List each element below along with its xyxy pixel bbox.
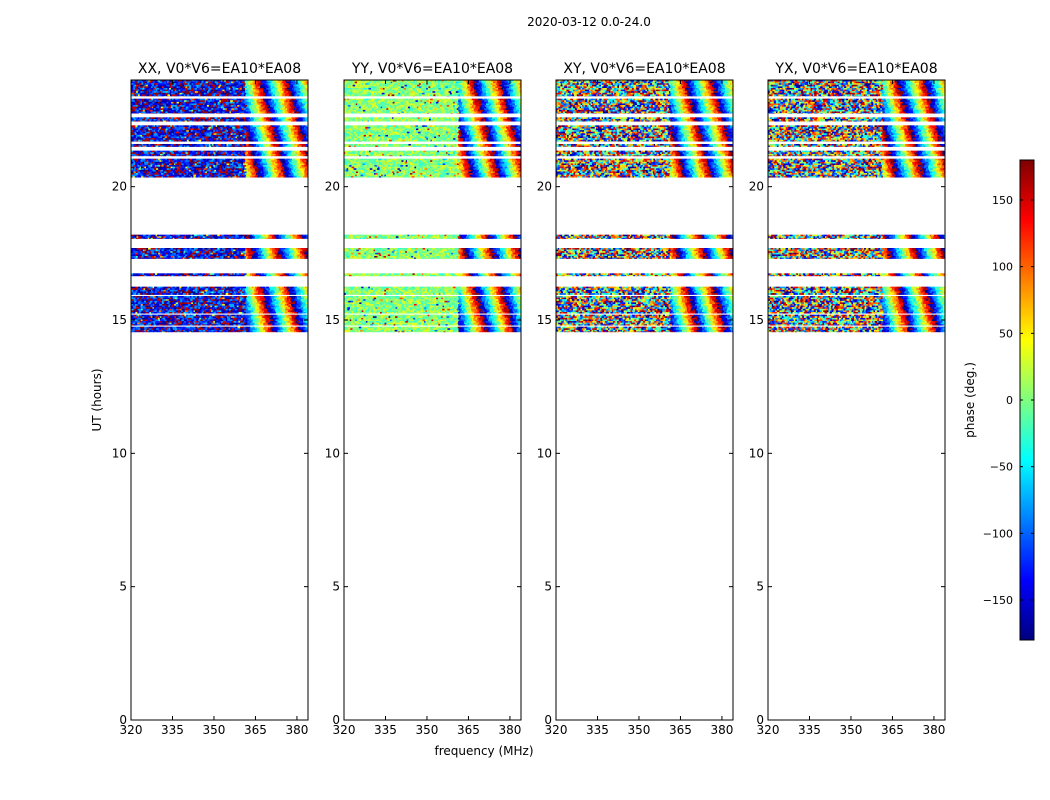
x-tick-label: 380 (285, 723, 308, 737)
x-tick-label: 320 (333, 723, 356, 737)
x-axis-label: frequency (MHz) (434, 744, 533, 758)
panel-4: YX, V0*V6=EA10*EA08 320 335 350 365 380 0 5 10 15… (749, 61, 946, 737)
colorbar-tick-label: −50 (990, 461, 1013, 474)
y-tick-label: 15 (325, 313, 340, 327)
colorbar-tick-label: 150 (992, 194, 1013, 207)
x-tick-label: 320 (120, 723, 143, 737)
x-tick-label: 365 (669, 723, 692, 737)
y-tick-label: 0 (544, 713, 552, 727)
x-tick-label: 350 (203, 723, 226, 737)
y-tick-label: 15 (537, 313, 552, 327)
x-tick-label: 350 (840, 723, 863, 737)
x-tick-label: 335 (798, 723, 821, 737)
y-tick-label: 20 (537, 180, 552, 194)
x-tick-label: 350 (416, 723, 439, 737)
colorbar-tick-label: 0 (1006, 394, 1013, 407)
panel-3: XY, V0*V6=EA10*EA08 320 335 350 365 380 0 5 10 15… (537, 61, 734, 737)
axes-frame (130, 79, 309, 721)
x-tick-label: 365 (881, 723, 904, 737)
y-tick-label: 15 (749, 313, 764, 327)
y-tick-label: 0 (756, 713, 764, 727)
phase-image (556, 80, 734, 333)
x-tick-label: 335 (586, 723, 609, 737)
panel-2: YY, V0*V6=EA10*EA08 320 335 350 365 380 0 5 10 15… (325, 61, 522, 737)
y-tick-label: 15 (112, 313, 127, 327)
figure-suptitle: 2020-03-12 0.0-24.0 (527, 15, 651, 29)
y-tick-label: 20 (749, 180, 764, 194)
y-tick-label: 10 (537, 446, 552, 460)
axes-frame (555, 79, 734, 721)
colorbar-tick-label: 100 (992, 261, 1013, 274)
y-tick-label: 5 (332, 580, 340, 594)
y-tick-label: 0 (332, 713, 340, 727)
colorbar-tick-label: −150 (983, 594, 1013, 607)
axes-frame (343, 79, 522, 721)
y-tick-label: 20 (325, 180, 340, 194)
colorbar-label: phase (deg.) (963, 362, 977, 438)
x-tick-label: 365 (457, 723, 480, 737)
colorbar-tick-label: 50 (999, 327, 1013, 340)
y-tick-label: 5 (119, 580, 127, 594)
y-tick-label: 5 (756, 580, 764, 594)
x-tick-label: 320 (545, 723, 568, 737)
axes-frame (767, 79, 946, 721)
phase-image (131, 80, 309, 333)
panels: XX, V0*V6=EA10*EA08 320 335 350 365 380 0 5 10 15… (112, 61, 946, 737)
panel-title: XY, V0*V6=EA10*EA08 (563, 61, 725, 77)
y-tick-label: 5 (544, 580, 552, 594)
colorbar-tick-label: −100 (983, 527, 1013, 540)
x-tick-label: 380 (922, 723, 945, 737)
colorbar: −150 −100 −50 0 50 100 150 (983, 159, 1035, 641)
x-tick-label: 350 (628, 723, 651, 737)
x-tick-label: 380 (498, 723, 521, 737)
panel-1: XX, V0*V6=EA10*EA08 320 335 350 365 380 0 5 10 15… (112, 61, 309, 737)
x-tick-label: 335 (161, 723, 184, 737)
panel-title: YY, V0*V6=EA10*EA08 (351, 61, 513, 77)
x-tick-label: 380 (710, 723, 733, 737)
phase-image (344, 80, 522, 333)
y-tick-label: 0 (119, 713, 127, 727)
y-tick-label: 20 (112, 180, 127, 194)
x-tick-label: 335 (374, 723, 397, 737)
y-tick-label: 10 (112, 446, 127, 460)
y-tick-label: 10 (325, 446, 340, 460)
panel-title: YX, V0*V6=EA10*EA08 (774, 61, 937, 77)
panel-title: XX, V0*V6=EA10*EA08 (138, 61, 301, 77)
y-tick-label: 10 (749, 446, 764, 460)
phase-image (768, 80, 946, 333)
x-tick-label: 365 (244, 723, 267, 737)
x-tick-label: 320 (757, 723, 780, 737)
y-axis-label: UT (hours) (90, 368, 104, 431)
